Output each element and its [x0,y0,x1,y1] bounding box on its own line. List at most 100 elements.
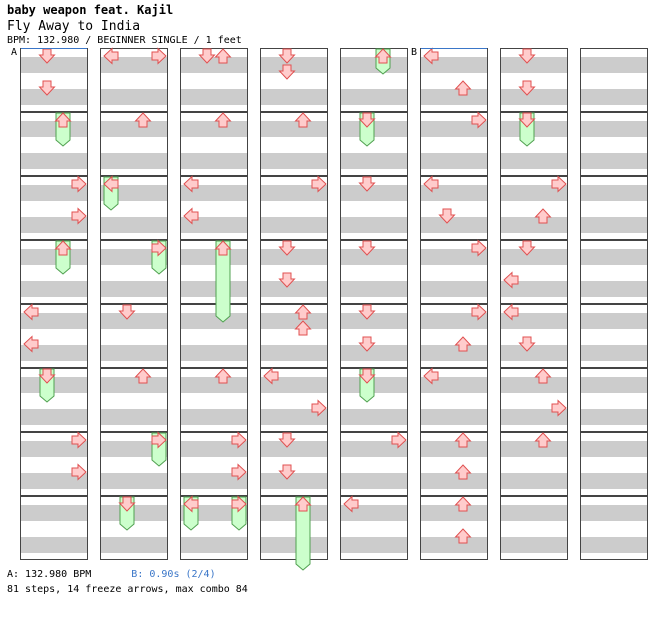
arrow-right-icon [311,399,327,417]
arrow-up-icon [294,496,312,512]
measure [260,432,328,496]
arrow-up-icon [534,368,552,384]
beat-band [21,57,87,73]
beat-band [261,281,327,297]
arrow-right-icon [71,175,87,193]
measure [180,48,248,112]
beat-band [421,153,487,169]
arrow-left-icon [103,175,119,193]
beat-band [341,313,407,329]
note-layer [580,48,648,578]
measure [260,48,328,112]
beat-band [581,217,647,233]
chart-stats: 81 steps, 14 freeze arrows, max combo 84 [7,584,248,595]
beat-band [21,281,87,297]
measure [420,176,488,240]
beat-band [341,153,407,169]
beat-band [421,121,487,137]
bpm-legend: A: 132.980 BPM [7,569,92,580]
beat-band [181,89,247,105]
arrow-up-icon [374,48,392,64]
note-layer [343,48,407,513]
marker-b: B [411,47,418,58]
arrow-left-icon [183,495,199,513]
beat-band [581,249,647,265]
beat-band [101,441,167,457]
beat-band [101,281,167,297]
arrow-right-icon [71,463,87,481]
arrow-up-icon [54,112,72,128]
beat-band [421,185,487,201]
measure [500,240,568,304]
arrow-down-icon [358,336,376,352]
beat-band [341,89,407,105]
beat-band [581,409,647,425]
beat-band [101,249,167,265]
beat-band [21,89,87,105]
beat-band [21,473,87,489]
beat-band [101,537,167,553]
arrow-left-icon [183,175,199,193]
arrow-right-icon [471,111,487,129]
chart-column [260,48,328,571]
beat-band [421,313,487,329]
beat-band [101,57,167,73]
beat-band [341,409,407,425]
arrow-left-icon [343,495,359,513]
beat-band [101,409,167,425]
arrow-right-icon [391,431,407,449]
beat-band [581,89,647,105]
beat-band [421,281,487,297]
beat-band [421,505,487,521]
chart-column [420,47,488,560]
arrow-right-icon [471,303,487,321]
arrow-down-icon [38,48,56,64]
beat-band [101,217,167,233]
arrow-left-icon [103,47,119,65]
note-layer [23,48,87,481]
arrow-left-icon [23,335,39,353]
beat-band [101,89,167,105]
measure [260,304,328,368]
beat-band [21,313,87,329]
measure [500,368,568,432]
arrow-right-icon [71,207,87,225]
arrow-down-icon [38,80,56,96]
beat-band [181,121,247,137]
arrow-down-icon [358,176,376,192]
beat-band [501,441,567,457]
beat-band [421,377,487,393]
beat-band [101,313,167,329]
arrow-up-icon [454,464,472,480]
stop-legend: B: 0.90s (2/4) [131,569,216,580]
beat-band [501,313,567,329]
arrow-left-icon [23,303,39,321]
arrow-up-icon [454,432,472,448]
beat-band [421,217,487,233]
beat-band [341,217,407,233]
arrow-down-icon [38,368,56,384]
measure [340,240,408,304]
beat-band [181,345,247,361]
measure [580,112,648,176]
beat-band [21,409,87,425]
beat-band [261,441,327,457]
measure [500,496,568,560]
beat-band [501,281,567,297]
arrow-down-icon [118,304,136,320]
measure [500,176,568,240]
beat-band [581,153,647,169]
measure [260,112,328,176]
beat-band [181,409,247,425]
arrow-down-icon [198,48,216,64]
measure [580,48,648,112]
arrow-up-icon [134,368,152,384]
beat-band [421,249,487,265]
beat-band [101,121,167,137]
beat-band [181,217,247,233]
measure [340,368,408,432]
measure [340,176,408,240]
measure [180,368,248,432]
arrow-up-icon [454,336,472,352]
arrow-right-icon [231,495,247,513]
